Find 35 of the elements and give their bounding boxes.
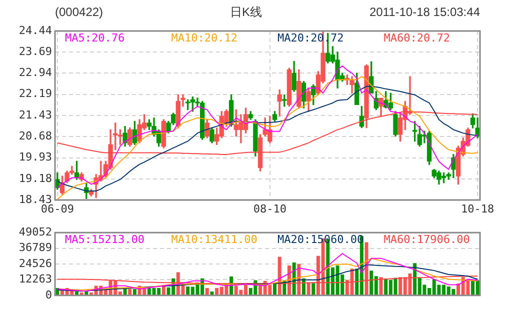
y-tick-label: 20.68 bbox=[18, 130, 52, 143]
bar bbox=[312, 283, 316, 295]
bar bbox=[210, 292, 214, 295]
y-tick-label: 21.43 bbox=[18, 108, 52, 122]
bar bbox=[205, 288, 209, 295]
text: 2011-10-18 15:03:44 bbox=[369, 5, 480, 19]
x-tick-label: 10-18 bbox=[461, 202, 494, 216]
text: MA5:15213.00 bbox=[65, 232, 144, 246]
chart-title: (000422) bbox=[55, 5, 104, 19]
y-tick-label: 12263 bbox=[18, 272, 52, 286]
x-tick-label: 08-10 bbox=[253, 202, 286, 216]
text: MA60:17906.00 bbox=[384, 232, 470, 246]
text: MA10:13411.00 bbox=[171, 232, 258, 246]
text: MA60:20.72 bbox=[384, 31, 450, 44]
y-tick-label: 24526 bbox=[18, 256, 52, 270]
y-tick-label: 24.44 bbox=[18, 24, 52, 37]
bar bbox=[278, 256, 282, 295]
y-tick-label: 19.93 bbox=[18, 150, 52, 164]
bar bbox=[132, 289, 136, 295]
y-tick-label: 36789 bbox=[18, 241, 52, 254]
bar bbox=[123, 289, 127, 295]
bar bbox=[128, 289, 132, 295]
bar bbox=[306, 282, 310, 295]
y-tick-label: 49052 bbox=[18, 225, 52, 238]
bar bbox=[273, 283, 276, 295]
y-tick-label: 22.19 bbox=[18, 87, 52, 100]
x-tick-label: 06-09 bbox=[40, 202, 74, 216]
chart-subtitle: 日K线 bbox=[230, 5, 262, 19]
y-tick-label: 0 bbox=[45, 288, 52, 302]
text: MA5:20.76 bbox=[65, 31, 125, 44]
y-tick-label: 22.94 bbox=[18, 66, 52, 80]
y-tick-label: 23.69 bbox=[18, 44, 52, 58]
text: MA10:20.12 bbox=[171, 31, 238, 44]
bar bbox=[74, 292, 78, 295]
y-tick-label: 19.18 bbox=[18, 172, 52, 185]
